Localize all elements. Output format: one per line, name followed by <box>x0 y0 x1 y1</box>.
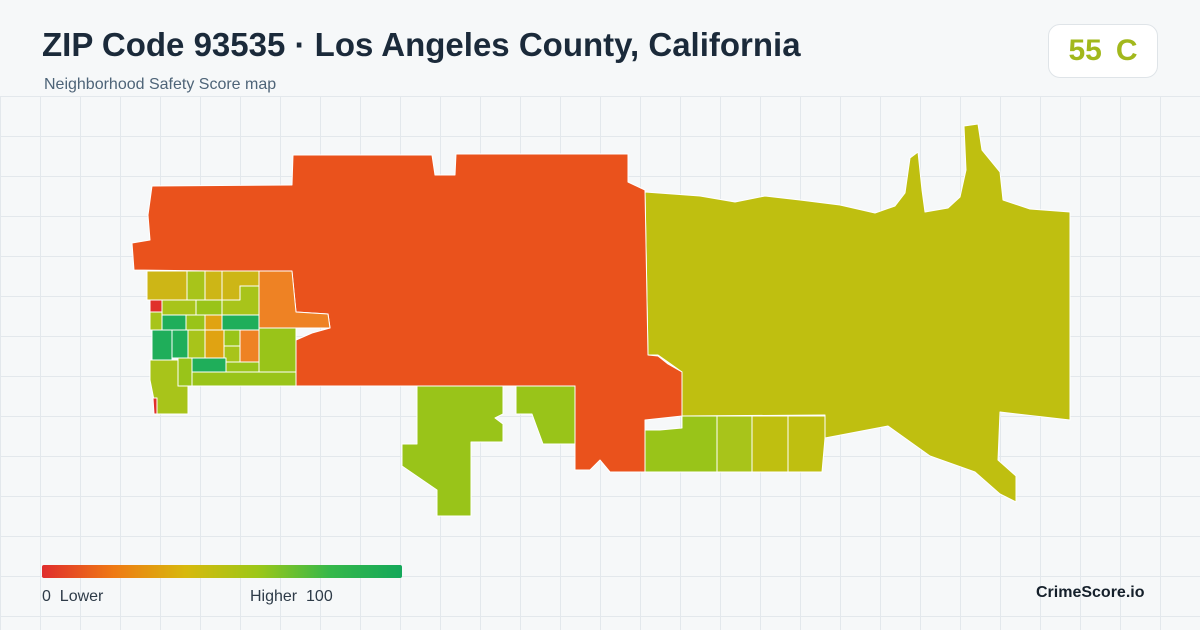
legend-lower-text: Lower <box>59 588 104 605</box>
map-region-w-14[interactable] <box>221 314 260 331</box>
map-region-w-3[interactable] <box>204 270 223 301</box>
map-region-w-18[interactable] <box>204 329 225 359</box>
map-region-w-8[interactable] <box>195 299 223 316</box>
map-region-w-19[interactable] <box>223 329 241 347</box>
map-region-se-b[interactable] <box>716 415 753 473</box>
page-subtitle: Neighborhood Safety Score map <box>44 76 277 93</box>
map-region-w-17[interactable] <box>187 329 206 359</box>
legend-higher-text: Higher <box>250 588 298 605</box>
map-region-w-2[interactable] <box>186 270 206 301</box>
map-region-w-28[interactable] <box>152 397 158 415</box>
map-region-w-6[interactable] <box>149 299 163 313</box>
map-region-w-26[interactable] <box>225 361 260 373</box>
map-region-se-a[interactable] <box>644 415 718 473</box>
legend-gradient-bar <box>42 565 402 578</box>
map-region-w-24[interactable] <box>177 357 193 387</box>
brand-name[interactable]: CrimeScore.io <box>1036 584 1145 601</box>
legend-max-value: 100 <box>306 588 333 605</box>
map-region-north[interactable] <box>131 153 683 473</box>
map-region-south-a[interactable] <box>401 385 504 517</box>
map-region-w-10[interactable] <box>149 311 163 331</box>
legend-low-label: 0 Lower <box>42 588 103 606</box>
map-region-w-21[interactable] <box>258 327 297 373</box>
score-grade: C <box>1115 34 1138 67</box>
legend-min-value: 0 <box>42 588 51 605</box>
legend-high-label: Higher 100 <box>250 588 333 606</box>
map-region-w-25[interactable] <box>191 357 227 373</box>
map-region-w-13[interactable] <box>204 314 223 331</box>
map-region-w-7[interactable] <box>161 299 197 316</box>
map-region-w-15[interactable] <box>151 329 173 361</box>
map-region-w-20[interactable] <box>239 329 260 363</box>
safety-score-badge: 55 C <box>1048 24 1158 78</box>
map-region-se-d[interactable] <box>787 415 826 473</box>
page-title: ZIP Code 93535 · Los Angeles County, Cal… <box>42 26 801 63</box>
map-region-se-c[interactable] <box>751 415 789 473</box>
map-region-w-12[interactable] <box>185 314 206 331</box>
score-value: 55 <box>1068 34 1102 67</box>
map-region-w-27[interactable] <box>191 371 297 387</box>
map-region-south-b[interactable] <box>515 385 576 445</box>
map-region-w-16[interactable] <box>171 329 189 359</box>
map-region-w-11[interactable] <box>161 314 187 331</box>
map-region-w-1[interactable] <box>146 270 188 301</box>
header-band <box>0 0 1200 96</box>
